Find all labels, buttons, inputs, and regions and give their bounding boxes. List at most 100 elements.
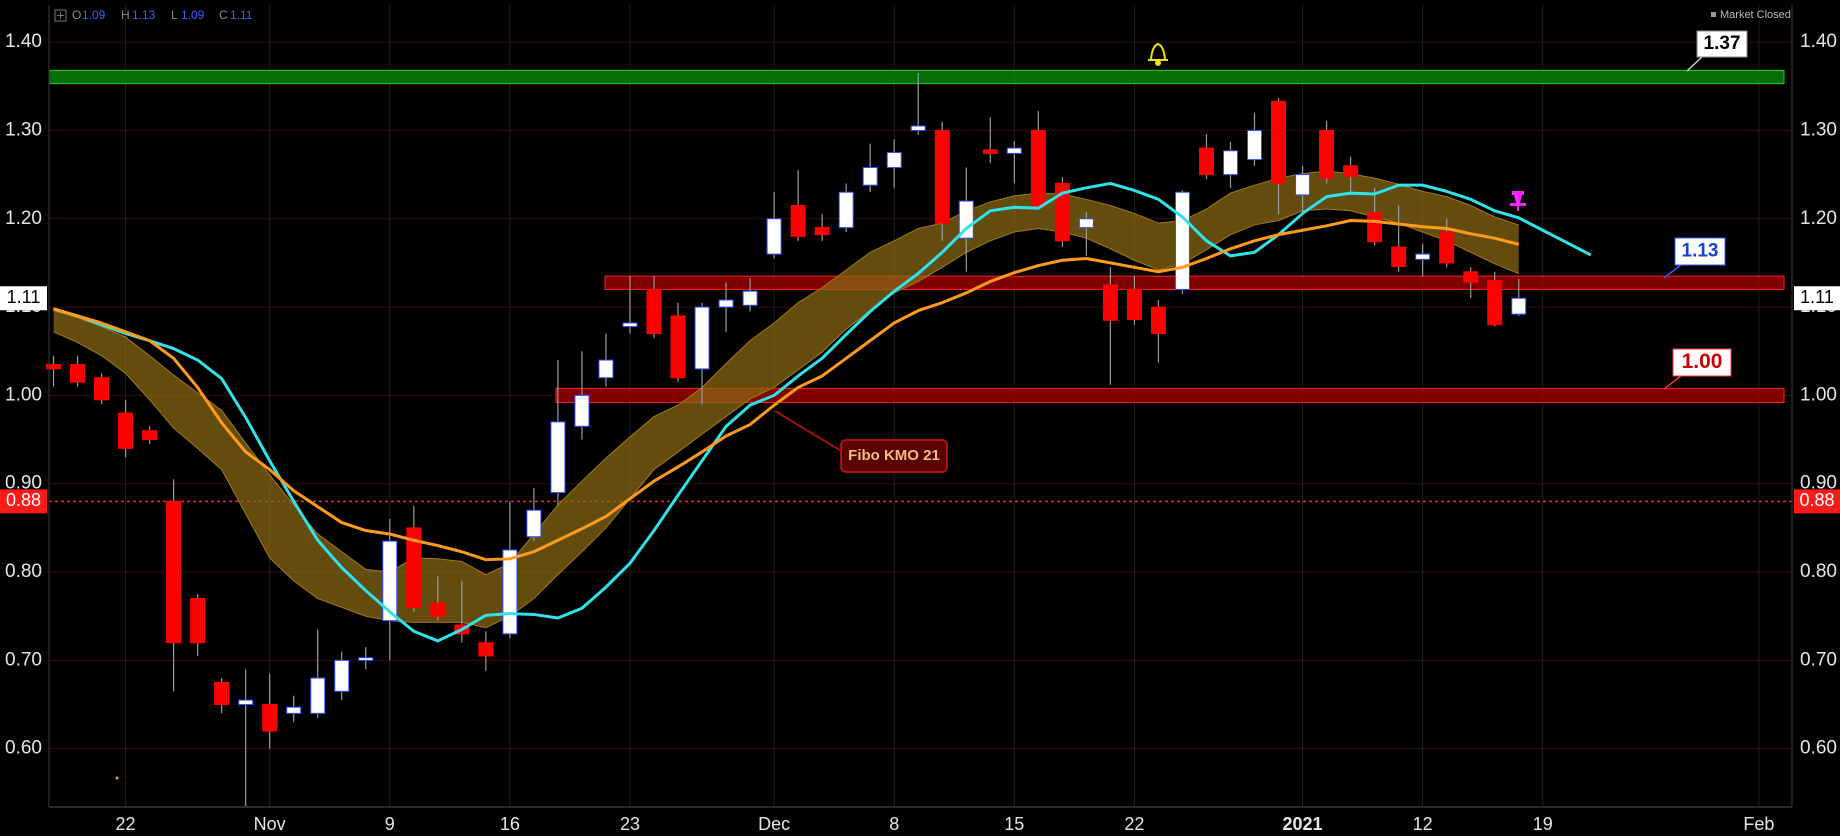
zone-label-box xyxy=(1672,348,1732,377)
candle-body xyxy=(790,205,806,237)
price-zone xyxy=(555,387,1785,403)
header-key: L xyxy=(171,8,178,22)
price-zone xyxy=(604,275,1785,290)
candle-body xyxy=(382,540,398,622)
candle-body xyxy=(526,509,542,538)
y-tick-label: 0.80 xyxy=(1800,561,1837,582)
alert-bell xyxy=(1148,42,1168,66)
indicator-line xyxy=(53,219,1520,562)
y-tick-label: 1.40 xyxy=(1800,31,1837,52)
y-tick-label: 1.30 xyxy=(1800,119,1837,140)
y-tick-label: 0.90 xyxy=(5,473,42,494)
x-tick-label: 19 xyxy=(1533,814,1553,834)
candle-body xyxy=(1415,253,1431,260)
candle-body xyxy=(1295,174,1311,196)
candle-body xyxy=(1006,147,1022,154)
zone-pointer xyxy=(1663,263,1683,279)
candle-body xyxy=(1391,246,1407,267)
y-tick-label: 1.30 xyxy=(5,119,42,140)
zone-label-box xyxy=(1696,30,1748,58)
candle-body xyxy=(1198,147,1214,176)
zone-pointer xyxy=(1663,374,1683,390)
y-tick-label: 1.20 xyxy=(5,208,42,229)
candle-body xyxy=(478,642,494,657)
y-tick-label: 1.00 xyxy=(1800,384,1837,405)
candle-body xyxy=(1319,129,1335,179)
candle-body xyxy=(886,152,902,169)
candle-body xyxy=(1126,288,1142,320)
candle-body xyxy=(1222,150,1238,176)
status-dot xyxy=(1711,12,1716,17)
candle-body xyxy=(982,149,998,154)
y-tick-label: 1.40 xyxy=(5,31,42,52)
pin-tip xyxy=(1517,206,1519,211)
candle-body xyxy=(718,299,734,308)
candle-body xyxy=(1030,129,1046,208)
band-lower xyxy=(53,208,1519,629)
marker-dot xyxy=(115,776,119,780)
candle-body xyxy=(1487,280,1503,326)
y-tick-label: 0.70 xyxy=(5,649,42,670)
price-tag-label: 1.11 xyxy=(7,287,41,307)
candle-body xyxy=(862,167,878,186)
price-zone xyxy=(48,69,1785,85)
candle-body xyxy=(622,322,638,328)
candle-body xyxy=(550,421,566,494)
zone-label-box xyxy=(1674,237,1726,266)
candle-body xyxy=(1367,212,1383,243)
candle-body xyxy=(502,549,518,635)
pin-head xyxy=(1512,191,1524,195)
candle-body xyxy=(838,191,854,229)
candle-body xyxy=(1271,100,1287,184)
header-key: C xyxy=(219,8,228,22)
header-key: O xyxy=(72,8,81,22)
price-tag xyxy=(0,286,47,311)
x-tick-label: Feb xyxy=(1743,814,1774,834)
candle-body xyxy=(646,288,662,335)
candle-body xyxy=(1439,231,1455,264)
header-value: 1.09 xyxy=(181,8,205,22)
x-tick-label: 16 xyxy=(500,814,520,834)
price-tag-label: 1.11 xyxy=(1800,287,1834,307)
zone-pointer xyxy=(1686,55,1704,72)
zone-label: 1.37 xyxy=(1704,33,1741,54)
candle-body xyxy=(934,129,950,224)
price-tag-label: 0.88 xyxy=(6,490,41,510)
x-tick-label: 8 xyxy=(889,814,899,834)
candle-body xyxy=(1511,297,1527,315)
candle-body xyxy=(286,706,302,714)
bell-body xyxy=(1149,42,1167,61)
candle-body xyxy=(406,527,422,608)
y-tick-label: 0.60 xyxy=(1800,738,1837,759)
candle-body xyxy=(958,200,974,239)
candle-body xyxy=(1343,165,1359,177)
axis-layer: 0.60 0.60 0.70 0.70 0.80 0.80 0.90 0.90 1.00 1.00… xyxy=(0,31,1840,834)
candle-body xyxy=(598,359,614,379)
price-tag xyxy=(1794,489,1840,514)
candle-body xyxy=(1463,271,1479,283)
annotation-pointer xyxy=(774,410,844,453)
candle-body xyxy=(262,704,278,732)
header-value: 1.09 xyxy=(82,8,106,22)
x-tick-label: 22 xyxy=(1124,814,1144,834)
candle-body xyxy=(814,227,830,236)
annotation-label: Fibo KMO 21 xyxy=(848,447,940,464)
candle-body xyxy=(94,377,110,401)
x-tick-label: 22 xyxy=(116,814,136,834)
x-tick-label: 15 xyxy=(1004,814,1024,834)
pin-marker xyxy=(1510,191,1526,211)
header-value: 1.11 xyxy=(230,8,253,22)
candle-body xyxy=(1150,306,1166,335)
candle-body xyxy=(742,290,758,306)
candle-body xyxy=(1102,284,1118,321)
candle-body xyxy=(46,363,62,370)
y-tick-label: 0.60 xyxy=(5,738,42,759)
zone-label: 1.13 xyxy=(1682,241,1719,262)
y-tick-label: 1.00 xyxy=(5,384,42,405)
x-tick-label: Dec xyxy=(758,814,790,834)
candle-body xyxy=(70,363,86,383)
candle-body xyxy=(766,218,782,255)
y-tick-label: 0.90 xyxy=(1800,473,1837,494)
bell-clapper xyxy=(1155,60,1161,66)
